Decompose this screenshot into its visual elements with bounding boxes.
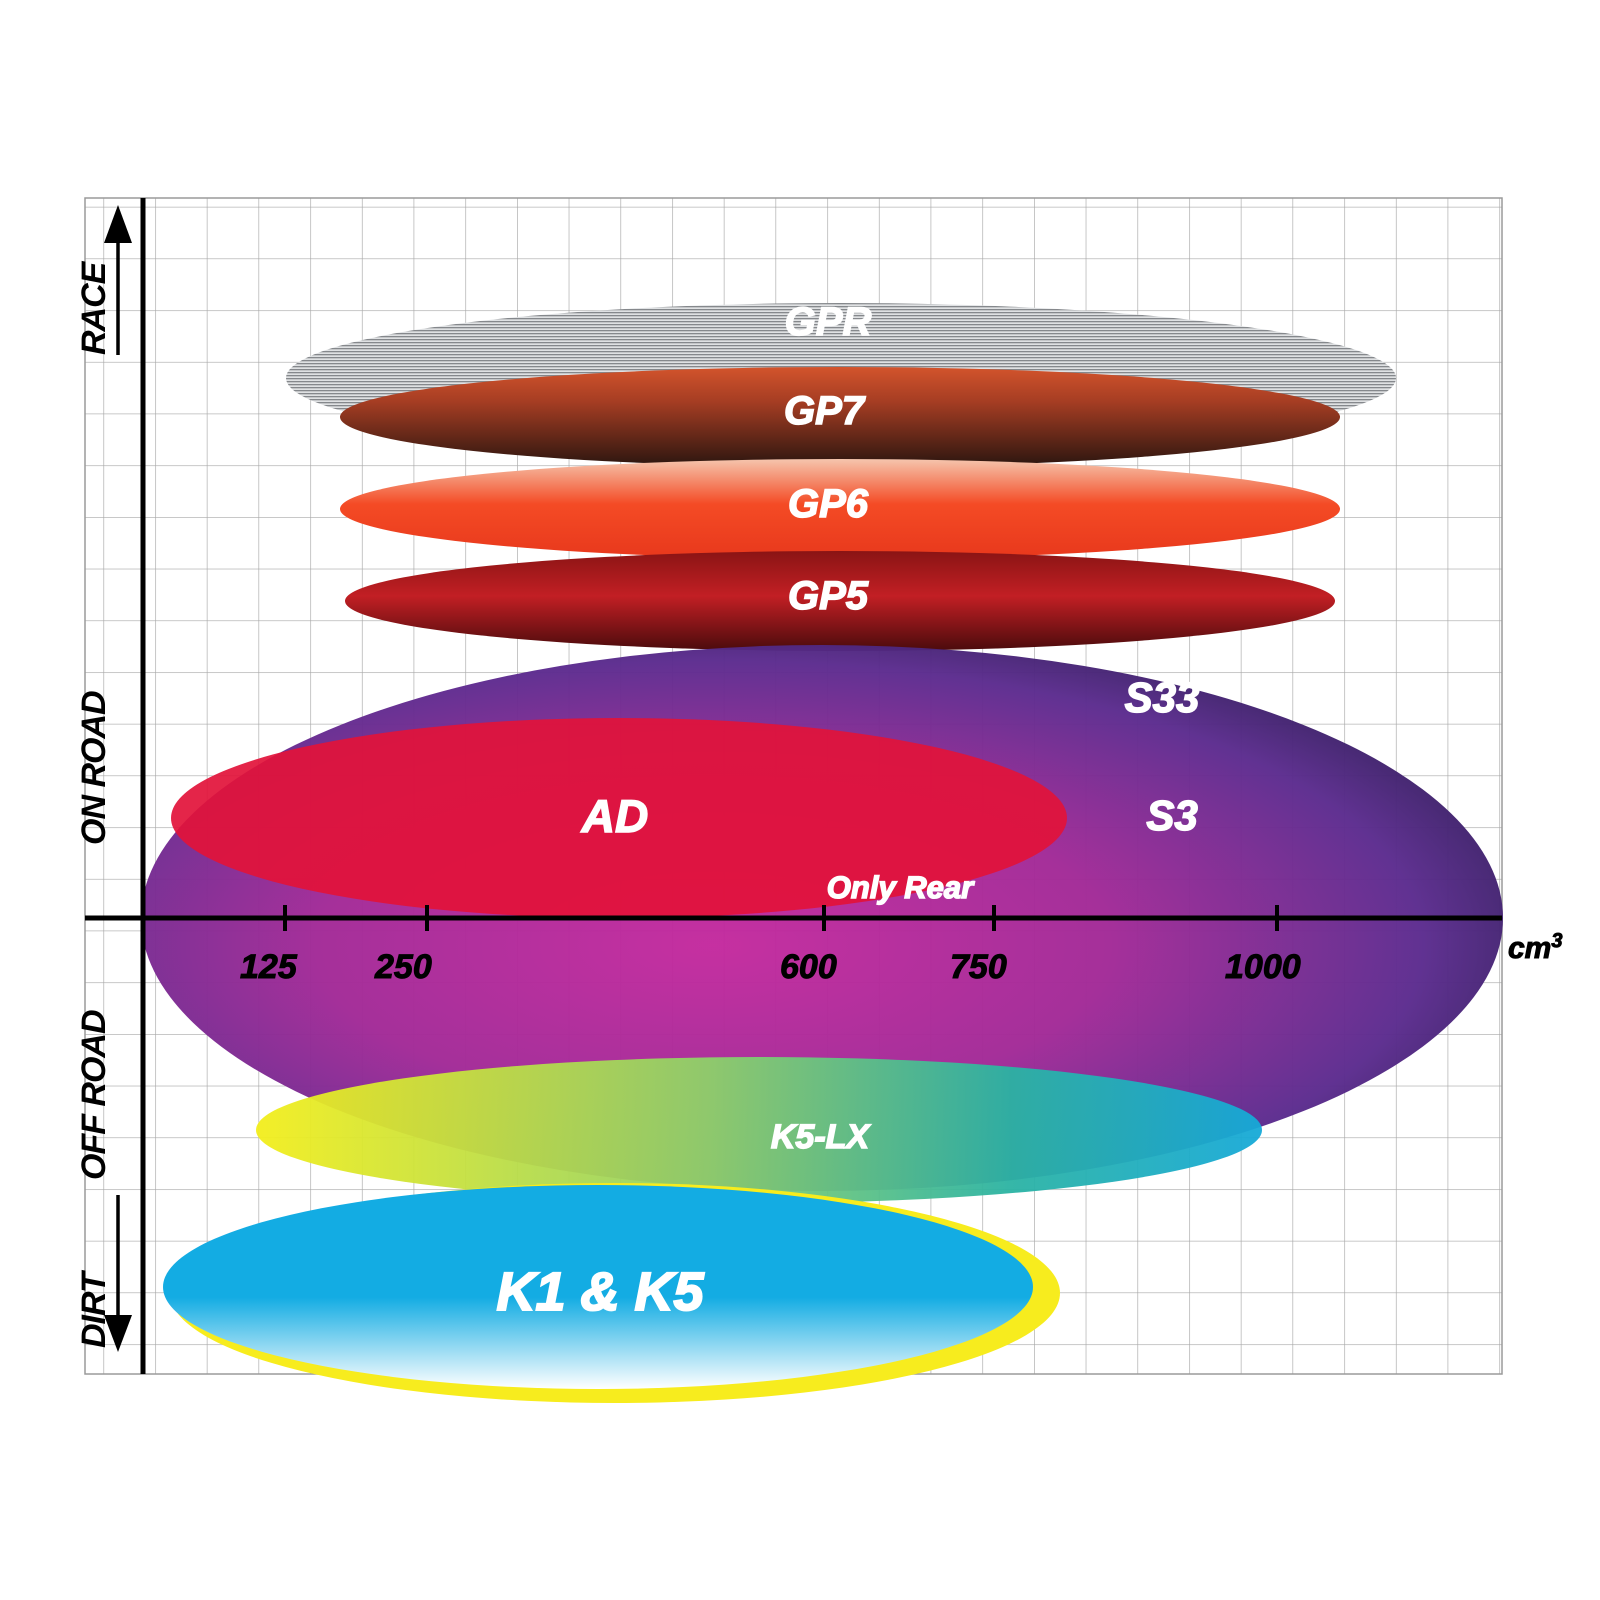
svg-text:RACE: RACE — [75, 260, 113, 355]
svg-text:DIRT: DIRT — [75, 1269, 113, 1348]
svg-text:600: 600 — [780, 948, 837, 986]
svg-text:GP6: GP6 — [788, 482, 869, 526]
svg-text:S33: S33 — [1125, 674, 1200, 721]
svg-text:125: 125 — [240, 948, 298, 986]
svg-text:K5-LX: K5-LX — [771, 1118, 872, 1156]
svg-text:OFF ROAD: OFF ROAD — [75, 1010, 113, 1180]
svg-text:250: 250 — [374, 948, 432, 986]
svg-text:GP7: GP7 — [784, 389, 866, 433]
svg-text:ON ROAD: ON ROAD — [75, 691, 113, 845]
svg-text:AD: AD — [581, 790, 648, 842]
svg-text:1000: 1000 — [1225, 948, 1301, 986]
svg-text:S3: S3 — [1146, 792, 1197, 839]
svg-text:750: 750 — [950, 948, 1007, 986]
svg-text:GP5: GP5 — [788, 574, 869, 618]
svg-text:GPR: GPR — [785, 300, 872, 344]
svg-text:Only Rear: Only Rear — [827, 870, 975, 905]
svg-text:cm3: cm3 — [1508, 930, 1562, 965]
svg-text:K1 & K5: K1 & K5 — [496, 1262, 704, 1322]
